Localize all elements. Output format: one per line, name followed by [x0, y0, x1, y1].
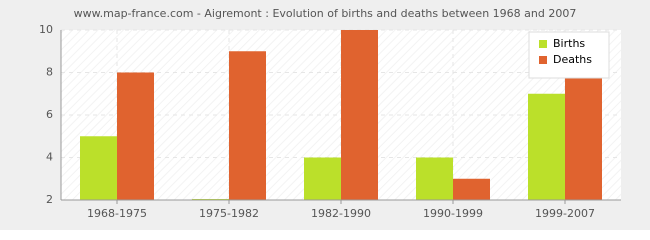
- y-tick-label: 8: [46, 66, 53, 79]
- x-tick-label: 1975-1982: [199, 207, 259, 220]
- legend-label: Deaths: [553, 53, 592, 66]
- bar: [304, 157, 341, 200]
- x-tick-label: 1982-1990: [311, 207, 371, 220]
- chart-title: www.map-france.com - Aigremont : Evoluti…: [74, 7, 577, 20]
- x-tick-label: 1990-1999: [423, 207, 483, 220]
- bar: [453, 178, 490, 200]
- legend-box: [528, 31, 610, 79]
- y-tick-label: 4: [46, 151, 53, 164]
- legend-swatch: [539, 56, 547, 64]
- bar: [416, 157, 453, 200]
- x-tick-label: 1999-2007: [535, 207, 595, 220]
- chart: www.map-france.com - Aigremont : Evoluti…: [0, 0, 650, 230]
- y-tick-label: 6: [46, 108, 53, 121]
- bar: [229, 51, 266, 200]
- x-tick-label: 1968-1975: [87, 207, 147, 220]
- y-tick-label: 10: [39, 23, 53, 36]
- legend-label: Births: [553, 37, 585, 50]
- y-tick-label: 2: [46, 193, 53, 206]
- legend-swatch: [539, 40, 547, 48]
- page: {"chart_data": {"type": "bar", "title": …: [0, 0, 650, 230]
- bar: [80, 136, 117, 200]
- bar: [117, 72, 154, 200]
- bar: [565, 72, 602, 200]
- bar: [528, 93, 565, 200]
- bar: [341, 30, 378, 200]
